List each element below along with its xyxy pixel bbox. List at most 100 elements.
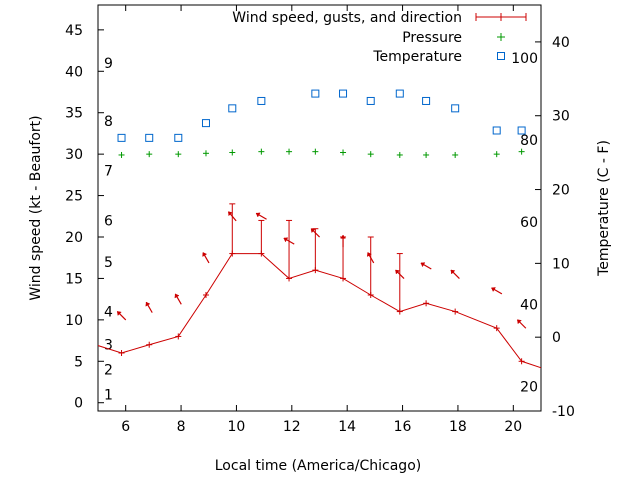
beaufort-label: 8 — [104, 114, 113, 130]
y-right-tick-label: 0 — [552, 330, 561, 346]
beaufort-label: 3 — [104, 338, 113, 354]
pressure-point — [367, 151, 374, 158]
wind-direction-arrow — [202, 252, 210, 264]
x-tick-label: 12 — [283, 419, 301, 435]
fahrenheit-label: 80 — [520, 133, 538, 149]
wind-direction-arrow — [340, 234, 346, 248]
wind-direction-arrow — [450, 269, 460, 279]
x-axis-label: Local time (America/Chicago) — [215, 458, 421, 474]
y-left-tick-label: 20 — [65, 230, 83, 246]
y-right-axis-label: Temperature (C - F) — [596, 140, 612, 277]
pressure-point — [452, 151, 459, 158]
temperature-point — [339, 89, 348, 98]
wind-direction-arrows — [116, 211, 527, 329]
y-left-tick-label: 10 — [65, 313, 83, 329]
pressure-point — [423, 151, 430, 158]
beaufort-label: 2 — [104, 363, 113, 379]
wind-direction-arrow — [491, 287, 503, 295]
temperature-point — [492, 126, 501, 135]
legend: Wind speed, gusts, and direction Pressur… — [232, 10, 527, 65]
temperature-point — [257, 96, 266, 105]
pressure-point — [518, 148, 525, 155]
wind-speed-point — [286, 275, 293, 282]
fahrenheit-label: 60 — [520, 215, 538, 231]
x-tick-label: 10 — [228, 419, 246, 435]
y-left-tick-label: 0 — [74, 396, 83, 412]
wind-direction-arrow — [227, 211, 237, 222]
x-tick-label: 6 — [121, 419, 130, 435]
legend-label-pressure: Pressure — [402, 30, 462, 46]
x-axis-ticks: 6 8 10 12 14 16 18 20 — [121, 5, 522, 435]
wind-speed-point — [452, 308, 459, 315]
pressure-point — [340, 149, 347, 156]
temperature-point — [451, 104, 460, 113]
temperature-point — [311, 89, 320, 98]
wind-direction-arrow — [145, 301, 153, 313]
y-left-tick-label: 35 — [65, 106, 83, 122]
wind-direction-arrow — [255, 212, 267, 220]
legend-label-temperature: Temperature — [372, 49, 462, 65]
pressure-point — [312, 148, 319, 155]
x-tick-label: 18 — [449, 419, 467, 435]
beaufort-label: 5 — [104, 255, 113, 271]
wind-speed-point — [396, 308, 403, 315]
y-left-tick-label: 15 — [65, 271, 83, 287]
temperature-point — [422, 96, 431, 105]
temperature-point — [395, 89, 404, 98]
y-left-axis-label: Wind speed (kt - Beaufort) — [28, 115, 44, 300]
wind-speed-point — [229, 250, 236, 257]
legend-swatch-wind — [475, 13, 527, 21]
x-tick-label: 20 — [504, 419, 522, 435]
wind-speed-point — [340, 275, 347, 282]
wind-direction-arrow — [420, 262, 432, 270]
legend-label-wind: Wind speed, gusts, and direction — [232, 10, 462, 26]
wind-speed-series — [98, 250, 541, 369]
y-right-tick-label: -10 — [552, 404, 575, 420]
temperature-point — [174, 133, 183, 142]
pressure-point — [175, 151, 182, 158]
wind-speed-point — [423, 300, 430, 307]
wind-speed-point — [175, 333, 182, 340]
pressure-point — [202, 150, 209, 157]
beaufort-label: 4 — [104, 305, 113, 321]
pressure-point — [118, 151, 125, 158]
beaufort-label: 1 — [104, 387, 113, 403]
wind-speed-point — [146, 341, 153, 348]
y-left-tick-label: 40 — [65, 64, 83, 80]
wind-speed-point — [202, 292, 209, 298]
temperature-point — [517, 126, 526, 135]
y-left-tick-label: 45 — [65, 23, 83, 39]
y-left-tick-label: 30 — [65, 147, 83, 163]
beaufort-label: 9 — [104, 56, 113, 72]
wind-direction-arrow — [116, 311, 127, 321]
wind-direction-arrow — [516, 319, 527, 329]
y-left-tick-label: 5 — [74, 354, 83, 370]
wind-direction-arrow — [367, 252, 375, 264]
x-tick-label: 14 — [338, 419, 356, 435]
wind-speed-point — [367, 292, 374, 298]
pressure-point — [229, 149, 236, 156]
fahrenheit-label: 20 — [520, 380, 538, 396]
y-right-axis-ticks: -10 0 10 20 30 40 — [535, 35, 575, 420]
fahrenheit-label: 40 — [520, 298, 538, 314]
wind-direction-arrow — [174, 293, 182, 305]
x-tick-label: 16 — [394, 419, 412, 435]
beaufort-label: 7 — [104, 164, 113, 180]
pressure-point — [286, 148, 293, 155]
wind-speed-point — [312, 267, 319, 274]
legend-swatch-pressure — [497, 33, 505, 41]
y-right-tick-label: 40 — [552, 35, 570, 51]
y-left-axis-ticks: 0 5 10 15 20 25 30 35 40 45 — [65, 23, 104, 412]
plot-area-frame — [97, 4, 542, 412]
gust-bars — [229, 203, 403, 312]
x-tick-label: 8 — [177, 419, 186, 435]
pressure-series — [118, 148, 525, 158]
temperature-point — [117, 133, 126, 142]
pressure-point — [396, 151, 403, 158]
fahrenheit-label: 100 — [511, 51, 538, 67]
wind-speed-point — [518, 358, 525, 365]
pressure-point — [146, 151, 153, 158]
temperature-point — [228, 104, 237, 113]
y-right-tick-label: 10 — [552, 256, 570, 272]
